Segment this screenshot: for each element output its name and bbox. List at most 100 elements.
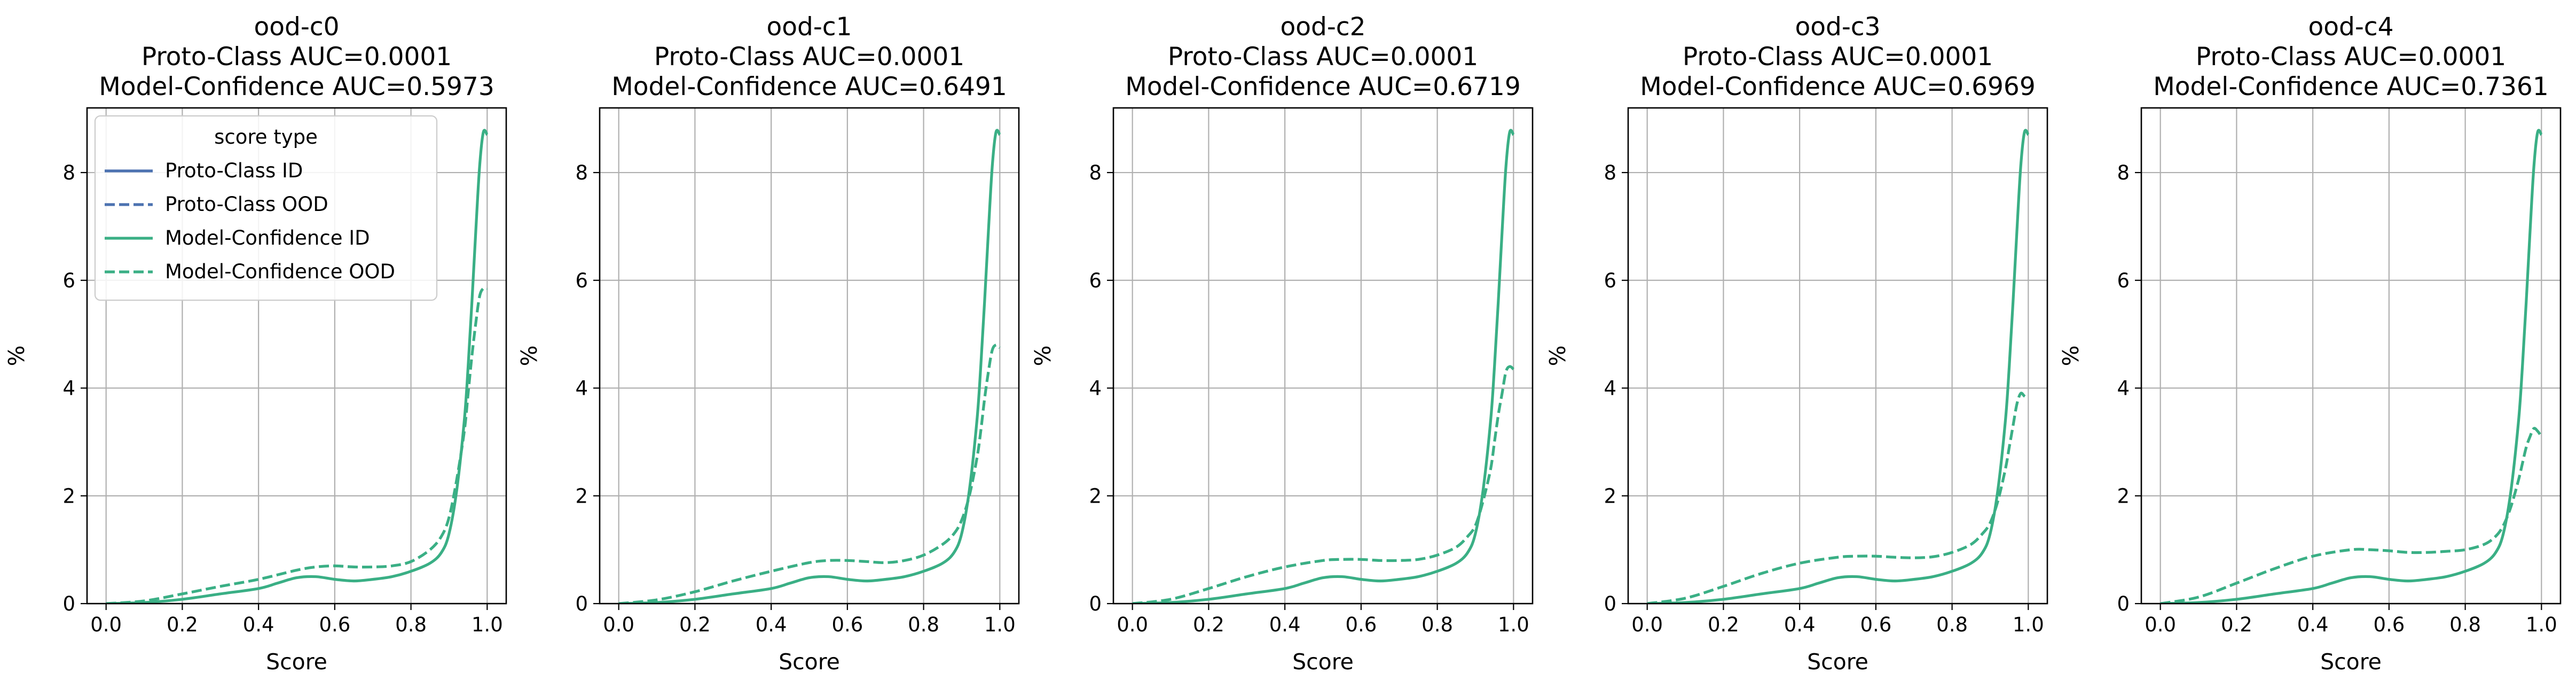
y-tick-label: 2 [1604,484,1616,507]
series-line-model-confidence-id [1132,129,1515,604]
y-tick-label: 8 [575,161,588,184]
series-line-model-confidence-ood [1647,392,2029,604]
x-axis-label: Score [779,649,840,675]
y-tick-label: 0 [1089,592,1102,615]
y-tick-label: 6 [1604,269,1616,292]
y-tick-label: 0 [62,592,75,615]
y-tick-label: 4 [62,377,75,400]
chart-title-line: Model-Confidence AUC=0.6969 [1640,72,2035,101]
y-tick-label: 4 [1604,377,1616,400]
x-tick-label: 0.4 [243,613,274,636]
x-tick-label: 0.0 [1117,613,1148,636]
x-tick-label: 0.6 [831,613,863,636]
x-tick-label: 0.2 [1193,613,1224,636]
series-line-model-confidence-id [1647,129,2030,604]
x-tick-label: 0.0 [90,613,122,636]
axes-frame [1627,107,2048,605]
x-tick-label: 0.6 [319,613,350,636]
x-tick-label: 0.0 [2145,613,2176,636]
chart-title-line: Model-Confidence AUC=0.6719 [1125,72,1520,101]
x-axis-label: Score [1292,649,1354,675]
x-tick-label: 0.8 [1936,613,1968,636]
x-tick-label: 1.0 [1498,613,1529,636]
legend-entry-label: Proto-Class ID [165,159,303,182]
series-line-model-confidence-ood [2160,427,2543,604]
chart-title-line: ood-c4 [2308,12,2393,42]
legend-entry-label: Model-Confidence OOD [165,260,395,283]
y-tick-label: 8 [1604,161,1616,184]
y-tick-label: 2 [62,484,75,507]
x-tick-label: 1.0 [2526,613,2557,636]
y-axis-label: % [1545,346,1570,366]
x-tick-label: 0.4 [1784,613,1816,636]
y-tick-label: 0 [1604,592,1616,615]
y-tick-label: 6 [1089,269,1102,292]
legend-box [94,115,438,301]
x-tick-label: 1.0 [472,613,503,636]
chart-title-line: ood-c3 [1795,12,1880,42]
x-tick-label: 1.0 [984,613,1016,636]
x-tick-label: 0.0 [1631,613,1663,636]
chart-title-line: ood-c0 [254,12,339,42]
x-tick-label: 0.2 [679,613,711,636]
legend: score type Proto-Class ID Proto-Class OOD M… [94,115,438,301]
x-tick-label: 0.2 [167,613,198,636]
x-axis-label: Score [2320,649,2382,675]
y-tick-label: 6 [2117,269,2130,292]
axes-frame [86,107,507,605]
x-tick-label: 0.0 [603,613,634,636]
chart-title-line: ood-c1 [766,12,852,42]
x-tick-label: 0.4 [1269,613,1301,636]
y-tick-label: 2 [1089,484,1102,507]
legend-entry-label: Proto-Class OOD [165,193,328,216]
x-tick-label: 0.8 [395,613,427,636]
x-tick-label: 0.8 [2449,613,2481,636]
series-line-model-confidence-id [106,129,489,604]
legend-entry-label: Model-Confidence ID [165,226,370,249]
chart-title-line: Model-Confidence AUC=0.7361 [2153,72,2548,101]
axes-frame [1112,107,1534,605]
chart-title-line: Proto-Class AUC=0.0001 [2196,42,2506,72]
y-axis-label: % [1030,346,1056,366]
y-tick-label: 4 [2117,377,2130,400]
x-tick-label: 0.6 [1345,613,1377,636]
y-tick-label: 4 [575,377,588,400]
y-tick-label: 8 [62,161,75,184]
series-line-model-confidence-id [2160,129,2543,604]
x-tick-label: 0.4 [2297,613,2329,636]
chart-title-line: Model-Confidence AUC=0.5973 [99,72,494,101]
x-tick-label: 0.8 [908,613,939,636]
y-tick-label: 4 [1089,377,1102,400]
y-tick-label: 2 [575,484,588,507]
x-tick-label: 0.2 [1708,613,1739,636]
y-tick-label: 6 [62,269,75,292]
series-line-model-confidence-ood [618,343,1001,604]
y-axis-label: % [4,346,29,366]
x-tick-label: 0.6 [2373,613,2405,636]
y-tick-label: 8 [1089,161,1102,184]
chart-title-line: Model-Confidence AUC=0.6491 [611,72,1007,101]
y-tick-label: 2 [2117,484,2130,507]
axes-frame [2140,107,2562,605]
x-tick-label: 0.2 [2221,613,2252,636]
y-axis-label: % [2058,346,2084,366]
y-tick-label: 0 [2117,592,2130,615]
chart-title-line: Proto-Class AUC=0.0001 [654,42,964,72]
x-axis-label: Score [266,649,327,675]
y-axis-label: % [516,346,542,366]
chart-title-line: Proto-Class AUC=0.0001 [142,42,452,72]
series-line-model-confidence-id [618,129,1001,604]
x-tick-label: 0.8 [1421,613,1453,636]
series-line-model-confidence-ood [106,286,488,604]
x-tick-label: 1.0 [2013,613,2044,636]
legend-title: score type [214,126,318,148]
chart-title-line: Proto-Class AUC=0.0001 [1683,42,1993,72]
y-tick-label: 0 [575,592,588,615]
chart-title-line: Proto-Class AUC=0.0001 [1168,42,1478,72]
series-line-model-confidence-ood [1132,365,1515,604]
